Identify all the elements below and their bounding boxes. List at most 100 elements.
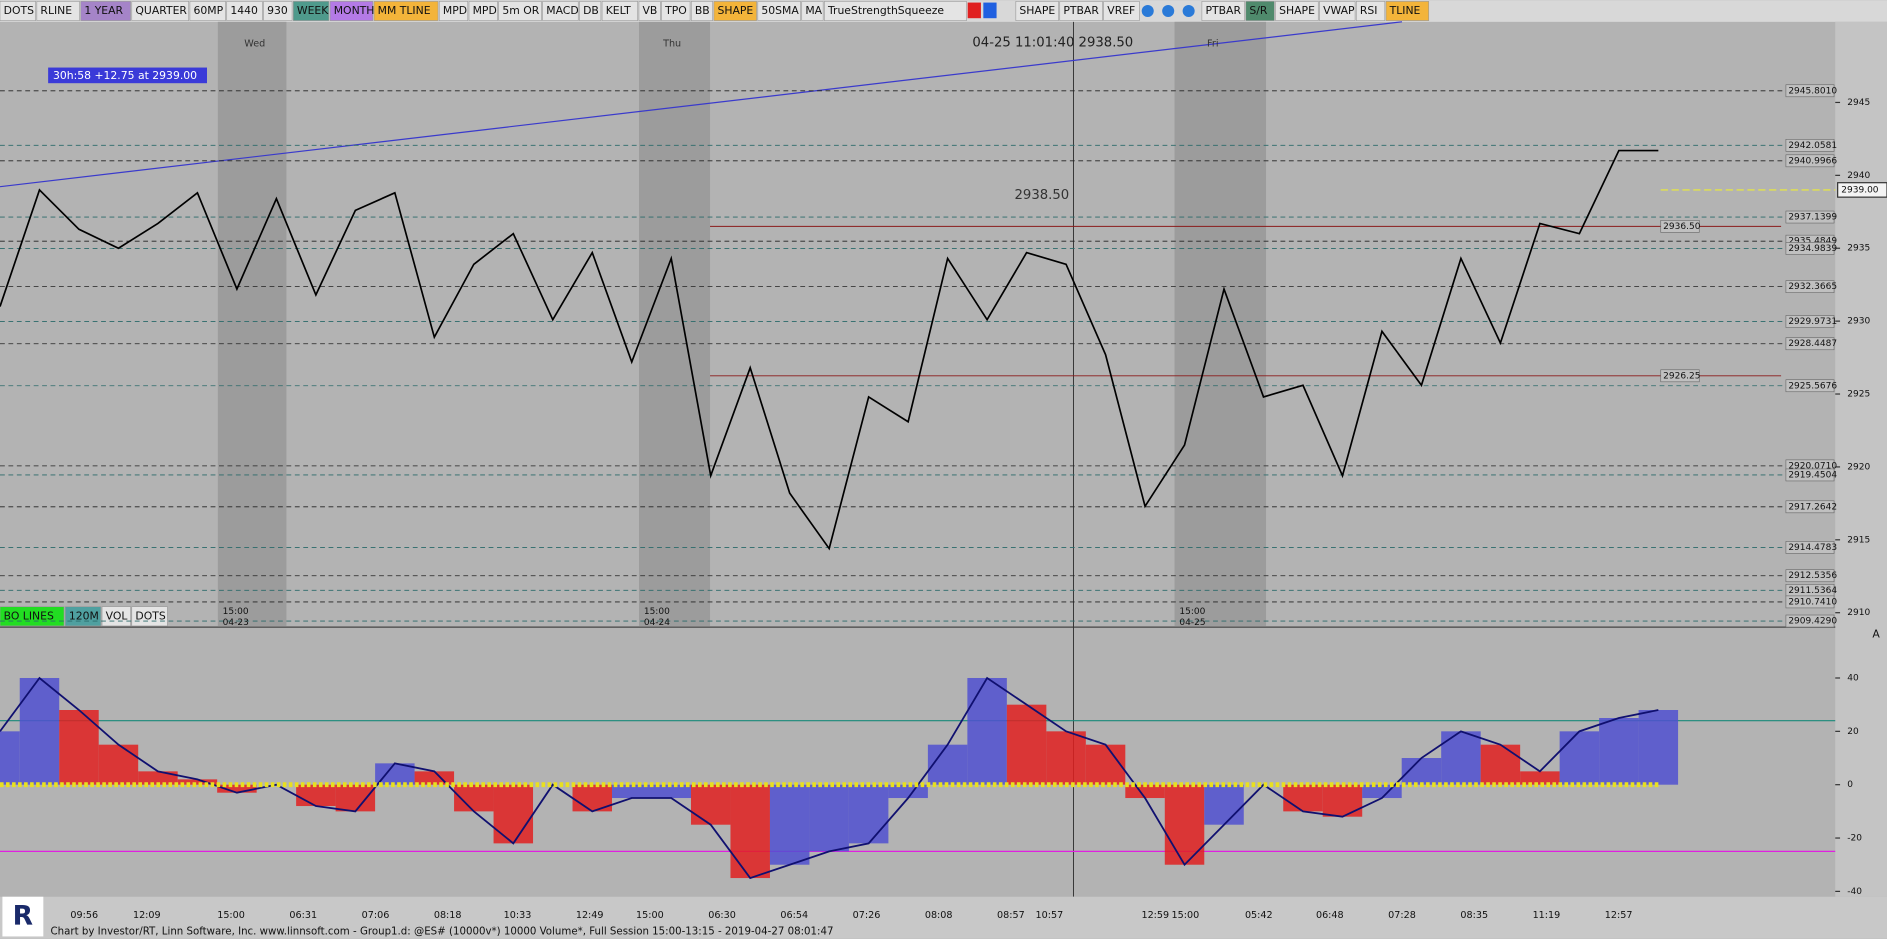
button-label[interactable]: BB: [695, 4, 710, 17]
toolbar-button[interactable]: [638, 1, 661, 21]
price-line: [0, 149, 1659, 551]
level-tag: [1785, 242, 1835, 255]
level-label: 2909.4290: [1788, 617, 1837, 627]
oscillator-bar: [1164, 784, 1205, 865]
button-label[interactable]: VB: [643, 4, 658, 17]
button-label[interactable]: MA: [805, 4, 822, 17]
button-label[interactable]: PTBAR: [1063, 4, 1099, 17]
oscillator-bar: [1441, 731, 1481, 785]
button-label[interactable]: SHAPE: [717, 4, 753, 17]
toolbar-button[interactable]: [36, 1, 80, 21]
button-label[interactable]: MM TLINE: [378, 4, 431, 17]
day-label: Wed: [244, 38, 265, 49]
toolbar-button[interactable]: [80, 1, 131, 21]
button-label[interactable]: BO LINES: [4, 609, 54, 622]
oscillator-bar: [612, 784, 652, 799]
level-tag: [1785, 84, 1835, 98]
toolbar-button[interactable]: [824, 1, 967, 21]
button-label[interactable]: RSI: [1360, 4, 1378, 17]
level-tag: [1785, 139, 1835, 152]
button-label[interactable]: SHAPE: [1279, 4, 1315, 17]
toolbar-button[interactable]: [713, 1, 757, 21]
button-label[interactable]: DOTS: [135, 609, 165, 622]
oscillator-bar: [1204, 784, 1244, 825]
toolbar-button[interactable]: [1059, 1, 1103, 21]
toolbar-button[interactable]: [1385, 1, 1430, 21]
level-label: 2936.50: [1663, 222, 1701, 232]
oscillator-bar: [927, 744, 968, 785]
y-tick-label: 2910: [1847, 608, 1870, 618]
toolbar-button[interactable]: [131, 606, 168, 627]
button-label[interactable]: DB: [583, 4, 599, 17]
toolbar-button[interactable]: [373, 1, 439, 21]
toolbar-button[interactable]: [1319, 1, 1356, 21]
button-label[interactable]: 60MP: [194, 4, 224, 17]
button-label[interactable]: VOL: [106, 609, 128, 622]
button-label[interactable]: QUARTER: [135, 4, 187, 17]
level-label: 2926.25: [1663, 371, 1700, 381]
logo-letter: R: [13, 901, 33, 932]
button-label[interactable]: DOTS: [4, 4, 34, 17]
button-label[interactable]: 50SMA: [761, 4, 799, 17]
button-label[interactable]: TrueStrengthSqueeze: [827, 4, 944, 17]
button-label[interactable]: WEEK: [297, 4, 329, 17]
day-label: Thu: [662, 38, 681, 49]
toolbar-button[interactable]: [498, 1, 542, 21]
button-label[interactable]: KELT: [606, 4, 631, 17]
button-label[interactable]: 1440: [230, 4, 258, 17]
button-label[interactable]: RLINE: [40, 4, 72, 17]
toolbar-button[interactable]: [601, 1, 639, 21]
button-label[interactable]: MONTH: [334, 4, 375, 17]
button-label[interactable]: 120M: [69, 609, 99, 622]
x-tick-label: 15:00: [1172, 910, 1200, 921]
toolbar-button[interactable]: [226, 1, 263, 21]
toolbar-button[interactable]: [292, 1, 330, 21]
toolbar-button[interactable]: [0, 606, 65, 627]
toolbar-button[interactable]: [438, 1, 469, 21]
button-label[interactable]: 1 YEAR: [84, 4, 123, 17]
toolbar-button[interactable]: [542, 1, 579, 21]
level-label: 2934.9839: [1788, 244, 1837, 254]
toolbar-button[interactable]: [189, 1, 226, 21]
toolbar-button[interactable]: [579, 1, 602, 21]
button-label[interactable]: PTBAR: [1205, 4, 1241, 17]
toolbar-button[interactable]: [0, 1, 36, 21]
toolbar-button[interactable]: [1103, 1, 1140, 21]
button-label[interactable]: S/R: [1249, 4, 1268, 17]
toolbar-button[interactable]: [1245, 1, 1275, 21]
y-tick-label: 20: [1847, 727, 1859, 737]
level-label: 2910.7410: [1788, 597, 1837, 607]
button-label[interactable]: 930: [267, 4, 288, 17]
toolbar-button[interactable]: [263, 1, 293, 21]
toolbar-button[interactable]: [101, 606, 131, 627]
button-label[interactable]: TLINE: [1389, 4, 1421, 17]
level-label: 2945.8010: [1788, 86, 1837, 96]
toolbar-button[interactable]: [468, 1, 498, 21]
oscillator-bar: [1322, 784, 1363, 817]
level-label: 2920.0710: [1788, 461, 1837, 471]
toolbar-button[interactable]: [131, 1, 190, 21]
level-label: 2928.4487: [1788, 339, 1837, 349]
toolbar-button[interactable]: [64, 606, 102, 627]
button-label[interactable]: 5m OR: [502, 4, 539, 17]
button-label[interactable]: VWAP: [1323, 4, 1355, 17]
button-label[interactable]: TPO: [664, 4, 687, 17]
button-label[interactable]: SHAPE: [1019, 4, 1055, 17]
toolbar-button[interactable]: [1201, 1, 1245, 21]
session-shade: [1174, 21, 1267, 626]
toolbar-button[interactable]: [329, 1, 374, 21]
toolbar-button[interactable]: [690, 1, 713, 21]
toolbar-button[interactable]: [1355, 1, 1386, 21]
level-label: 2929.9731: [1788, 317, 1837, 327]
toolbar-button[interactable]: [661, 1, 691, 21]
toolbar-button[interactable]: [801, 1, 824, 21]
toolbar-button[interactable]: [1275, 1, 1319, 21]
button-label[interactable]: MPD: [443, 4, 467, 17]
button-label[interactable]: VREF: [1107, 4, 1135, 17]
button-label[interactable]: MACD: [546, 4, 578, 17]
oscillator-bar: [1559, 731, 1600, 785]
x-tick-label: 15:00: [636, 910, 664, 921]
toolbar-button[interactable]: [757, 1, 801, 21]
toolbar-button[interactable]: [1015, 1, 1059, 21]
button-label[interactable]: MPD: [473, 4, 497, 17]
